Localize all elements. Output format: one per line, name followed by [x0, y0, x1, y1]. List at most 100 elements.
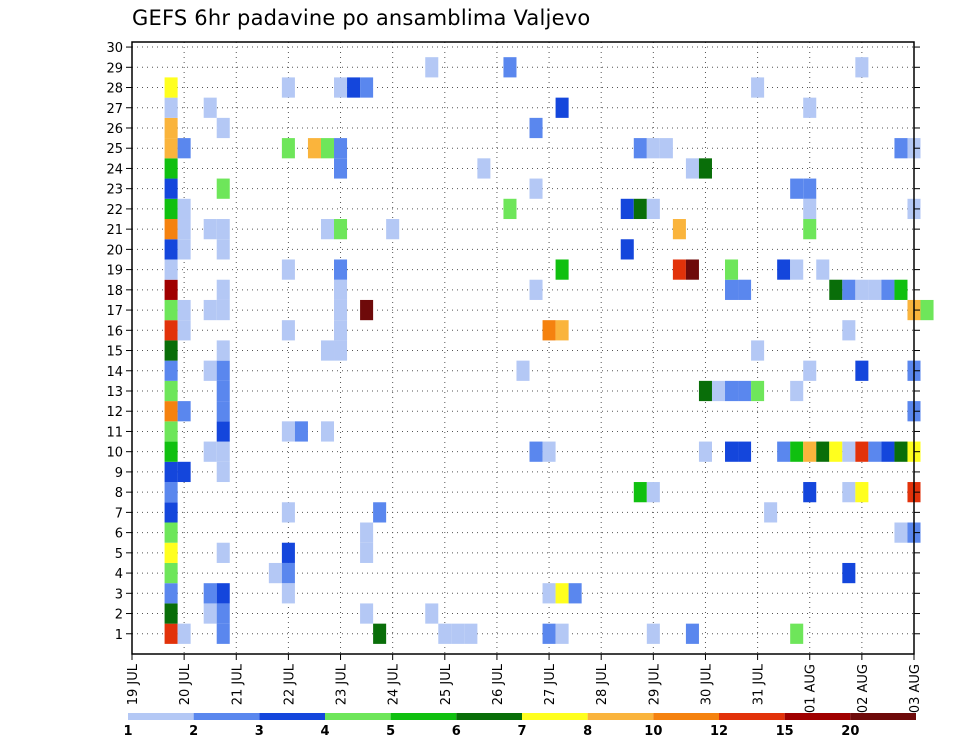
heatmap-cell — [217, 300, 230, 320]
heatmap-cell — [790, 624, 803, 644]
y-tick-label: 13 — [106, 385, 123, 400]
heatmap-cell — [634, 482, 647, 502]
colorbar-label: 2 — [189, 724, 198, 739]
y-tick-label: 10 — [106, 446, 123, 461]
colorbar-segment — [850, 713, 916, 720]
heatmap-cell — [790, 179, 803, 199]
heatmap-cell — [647, 199, 660, 219]
heatmap-cell — [165, 219, 178, 239]
y-tick-label: 23 — [106, 183, 123, 198]
heatmap-cell — [634, 199, 647, 219]
heatmap-cell — [217, 583, 230, 603]
heatmap-cell — [503, 57, 516, 77]
heatmap-cell — [855, 57, 868, 77]
heatmap-cell — [386, 219, 399, 239]
x-tick-label: 24 JUL — [387, 663, 402, 705]
heatmap-cell — [334, 138, 347, 158]
heatmap-cell — [204, 442, 217, 462]
heatmap-cell — [178, 138, 191, 158]
heatmap-cell — [321, 421, 334, 441]
y-tick-label: 15 — [106, 345, 123, 360]
y-tick-label: 17 — [106, 304, 123, 319]
y-tick-label: 8 — [115, 486, 123, 501]
heatmap-cell — [751, 340, 764, 360]
chart-title: GEFS 6hr padavine po ansamblima Valjevo — [132, 6, 590, 30]
colorbar-label: 10 — [644, 724, 662, 739]
heatmap-cell — [673, 259, 686, 279]
x-tick-label: 20 JUL — [178, 663, 193, 705]
heatmap-cell — [165, 482, 178, 502]
y-tick-label: 18 — [106, 284, 123, 299]
heatmap-cell — [373, 502, 386, 522]
heatmap-cell — [178, 300, 191, 320]
y-tick-label: 20 — [106, 243, 123, 258]
heatmap-cell — [777, 259, 790, 279]
heatmap-cell — [803, 482, 816, 502]
heatmap-cell — [217, 462, 230, 482]
heatmap-cell — [751, 381, 764, 401]
heatmap-cell — [165, 603, 178, 623]
x-tick-label: 26 JUL — [491, 663, 506, 705]
x-tick-label: 31 JUL — [752, 663, 767, 705]
heatmap-cell — [217, 603, 230, 623]
heatmap-cell — [868, 280, 881, 300]
x-tick-label: 22 JUL — [282, 663, 297, 705]
colorbar-label: 7 — [517, 724, 526, 739]
heatmap-cell — [165, 462, 178, 482]
heatmap-cell — [334, 77, 347, 97]
heatmap-cell — [530, 179, 543, 199]
heatmap-cell — [725, 442, 738, 462]
heatmap-cell — [621, 199, 634, 219]
heatmap-cell — [282, 320, 295, 340]
colorbar-segment — [719, 713, 785, 720]
y-tick-label: 14 — [106, 365, 123, 380]
heatmap-cell — [217, 543, 230, 563]
heatmap-cell — [569, 583, 582, 603]
x-tick-label: 25 JUL — [439, 663, 454, 705]
heatmap-cell — [660, 138, 673, 158]
colorbar-segment — [194, 713, 260, 720]
heatmap-cell — [334, 158, 347, 178]
colorbar-segment — [456, 713, 522, 720]
heatmap-cell — [282, 502, 295, 522]
x-tick-label: 01 AUG — [804, 664, 819, 713]
heatmap-cell — [321, 219, 334, 239]
colorbar-segment — [785, 713, 851, 720]
heatmap-cell — [829, 442, 842, 462]
heatmap-cell — [334, 300, 347, 320]
heatmap-cell — [881, 280, 894, 300]
heatmap-cell — [165, 280, 178, 300]
heatmap-cell — [165, 502, 178, 522]
heatmap-cell — [881, 442, 894, 462]
colorbar-segment — [128, 713, 194, 720]
heatmap-cell — [165, 98, 178, 118]
heatmap-cell — [165, 421, 178, 441]
y-tick-label: 27 — [106, 102, 123, 117]
heatmap-cell — [556, 98, 569, 118]
heatmap-cell — [477, 158, 490, 178]
heatmap-cell — [686, 259, 699, 279]
heatmap-cell — [803, 219, 816, 239]
heatmap-cell — [282, 421, 295, 441]
heatmap-cell — [425, 57, 438, 77]
heatmap-cell — [803, 179, 816, 199]
heatmap-cell — [165, 583, 178, 603]
y-tick-label: 30 — [106, 41, 123, 56]
colorbar-label: 15 — [776, 724, 794, 739]
heatmap-cell — [165, 179, 178, 199]
heatmap-cell — [556, 320, 569, 340]
colorbar-label: 6 — [452, 724, 461, 739]
heatmap-cell — [516, 361, 529, 381]
heatmap-cell — [217, 239, 230, 259]
y-tick-label: 11 — [106, 425, 123, 440]
heatmap-cell — [543, 583, 556, 603]
heatmap-cell — [178, 320, 191, 340]
heatmap-cell — [165, 401, 178, 421]
heatmap-cell — [217, 624, 230, 644]
y-tick-label: 28 — [106, 82, 123, 97]
heatmap-cell — [217, 219, 230, 239]
heatmap-cell — [725, 259, 738, 279]
heatmap-cell — [178, 219, 191, 239]
colorbar-label: 1 — [123, 724, 132, 739]
colorbar-segment — [653, 713, 719, 720]
